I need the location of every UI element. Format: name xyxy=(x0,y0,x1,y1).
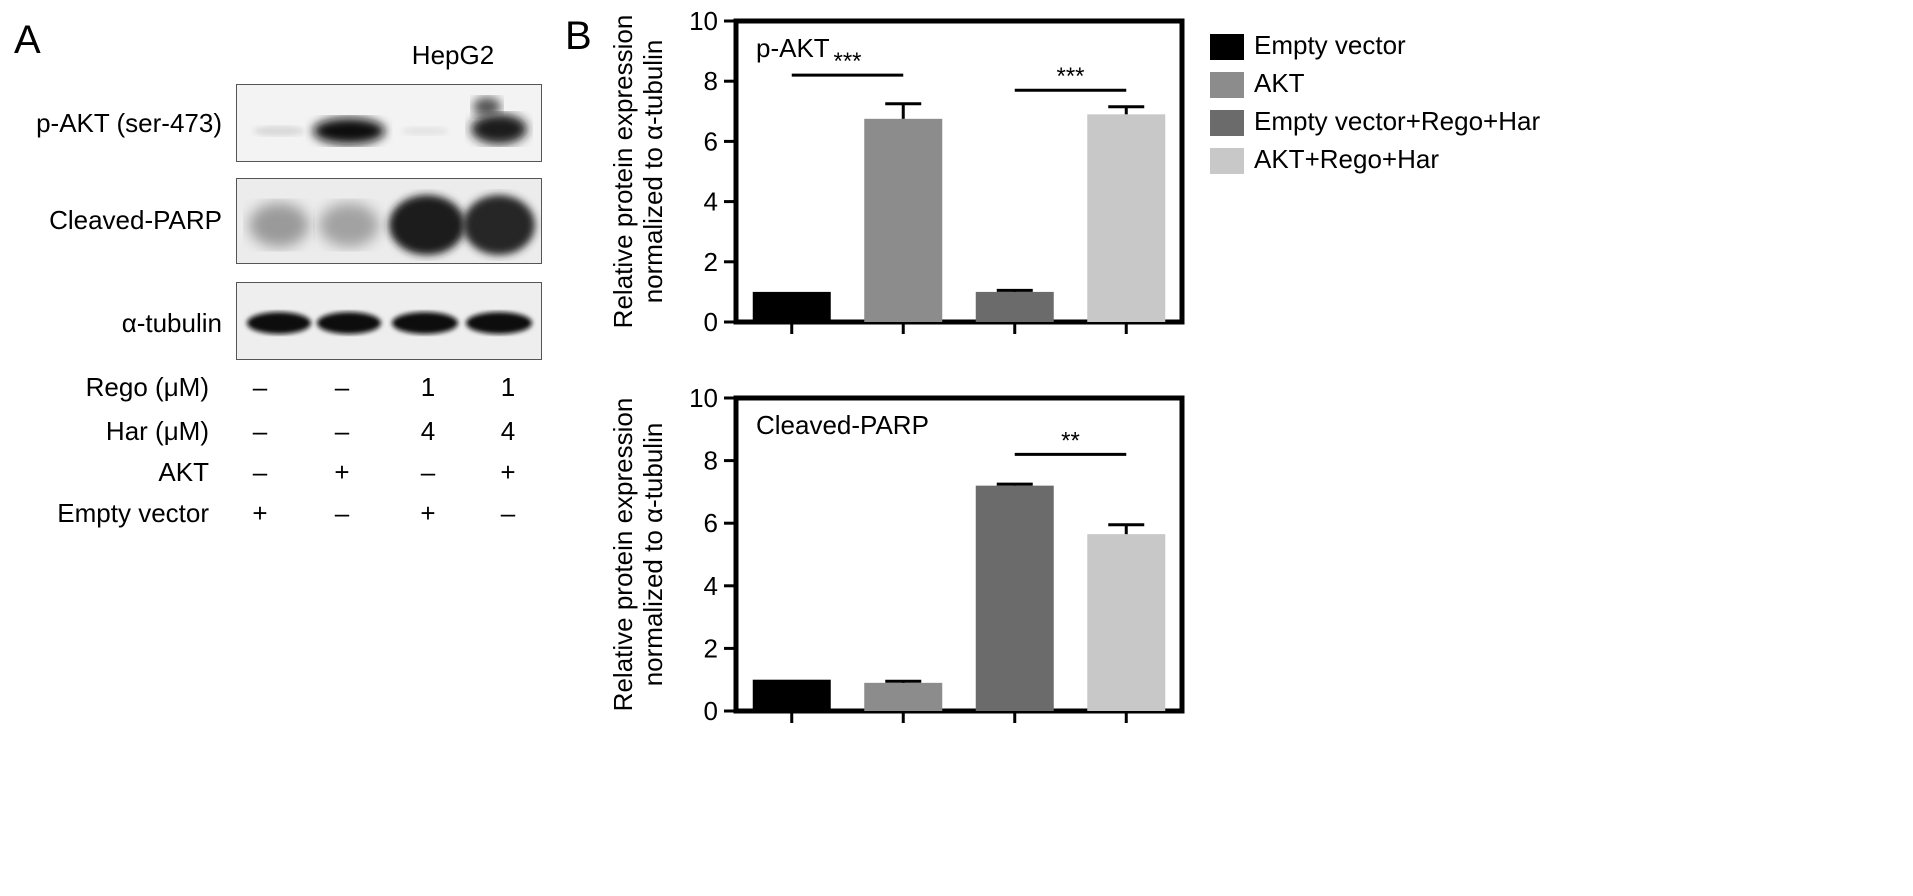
cell-line-label: HepG2 xyxy=(411,40,495,70)
bar-4 xyxy=(1087,114,1166,322)
condition-cell: – xyxy=(334,498,350,528)
y-tick-label: 2 xyxy=(704,633,718,663)
bar-4 xyxy=(1087,534,1166,711)
condition-cell: + xyxy=(252,498,268,528)
bar-1 xyxy=(752,291,831,322)
y-tick-label: 0 xyxy=(704,696,718,726)
bar-1 xyxy=(752,679,831,711)
condition-cell: – xyxy=(252,416,268,446)
legend-label-empty-vector: Empty vector xyxy=(1254,30,1406,60)
condition-cell: – xyxy=(252,457,268,487)
condition-cell: – xyxy=(334,372,350,402)
condition-label-akt: AKT xyxy=(158,457,209,487)
blot-cleaved-parp-image xyxy=(236,178,542,264)
legend-label-akt-rego-har: AKT+Rego+Har xyxy=(1254,144,1439,174)
condition-cell: + xyxy=(420,498,436,528)
y-axis-label-line2: normalized to α-tubulin xyxy=(638,40,668,304)
legend-swatch-akt xyxy=(1210,72,1244,98)
chart-title: p-AKT xyxy=(756,33,830,63)
legend-swatch-empty-vector xyxy=(1210,34,1244,60)
y-axis-label-line1: Relative protein expression xyxy=(608,15,638,329)
condition-label-empty-vector: Empty vector xyxy=(57,498,209,528)
y-axis-label-line2: normalized to α-tubulin xyxy=(638,423,668,687)
blot-label-cleaved-parp: Cleaved-PARP xyxy=(49,205,222,235)
condition-cell: + xyxy=(334,457,350,487)
condition-label-har: Har (μM) xyxy=(105,416,209,446)
chart-title: Cleaved-PARP xyxy=(756,410,929,440)
blot-p-akt-image xyxy=(236,84,542,162)
y-tick-label: 4 xyxy=(704,187,718,217)
bar-2 xyxy=(864,682,943,711)
condition-cell: 1 xyxy=(420,372,436,402)
panel-a-letter: A xyxy=(14,18,41,62)
y-tick-label: 8 xyxy=(704,66,718,96)
bar-2 xyxy=(864,118,943,322)
condition-cell: 4 xyxy=(420,416,436,446)
condition-cell: + xyxy=(500,457,516,487)
plot-frame xyxy=(733,395,1185,714)
legend-swatch-akt-rego-har xyxy=(1210,148,1244,174)
blot-label-p-akt: p-AKT (ser-473) xyxy=(36,108,222,138)
chart-p-akt: 0 2 4 6 8 10 Relative protein expression normal… xyxy=(608,6,1185,337)
significance-stars: *** xyxy=(1056,63,1084,90)
legend-label-akt: AKT xyxy=(1254,68,1305,98)
y-tick-label: 2 xyxy=(704,247,718,277)
condition-label-rego: Rego (μM) xyxy=(85,372,209,402)
y-tick-label: 6 xyxy=(704,126,718,156)
condition-cell: – xyxy=(252,372,268,402)
bar-3 xyxy=(975,485,1054,711)
significance-stars: *** xyxy=(833,48,861,75)
blot-alpha-tubulin-image xyxy=(236,282,542,360)
condition-cell: 4 xyxy=(500,416,516,446)
chart-cleaved-parp: 0 2 4 6 8 10 Relative protein expression normal… xyxy=(608,383,1185,726)
condition-cell: – xyxy=(334,416,350,446)
condition-cell: – xyxy=(420,457,436,487)
significance-stars: ** xyxy=(1061,427,1080,454)
y-tick-label: 10 xyxy=(689,383,718,413)
bar-3 xyxy=(975,291,1054,322)
chart-legend: Empty vector AKT Empty vector+Rego+Har A… xyxy=(1210,26,1610,196)
y-axis-label-line1: Relative protein expression xyxy=(608,398,638,712)
plot-frame xyxy=(733,18,1185,325)
legend-swatch-empty-vector-rego-har xyxy=(1210,110,1244,136)
blot-label-alpha-tubulin: α-tubulin xyxy=(121,308,222,338)
y-tick-label: 4 xyxy=(704,571,718,601)
legend-label-empty-vector-rego-har: Empty vector+Rego+Har xyxy=(1254,106,1541,136)
y-tick-label: 10 xyxy=(689,6,718,36)
y-tick-label: 6 xyxy=(704,508,718,538)
y-tick-label: 8 xyxy=(704,446,718,476)
condition-cell: 1 xyxy=(500,372,516,402)
panel-b-letter: B xyxy=(565,14,592,58)
condition-cell: – xyxy=(500,498,516,528)
y-tick-label: 0 xyxy=(704,307,718,337)
